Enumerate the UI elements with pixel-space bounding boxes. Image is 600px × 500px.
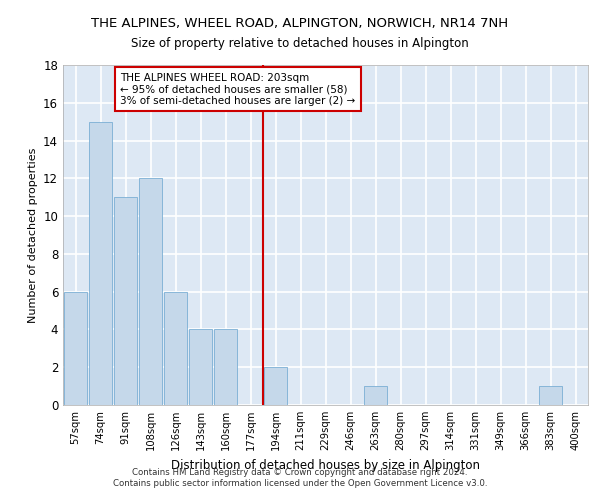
Bar xyxy=(364,386,387,405)
Text: Size of property relative to detached houses in Alpington: Size of property relative to detached ho… xyxy=(131,38,469,51)
Text: Contains HM Land Registry data © Crown copyright and database right 2024.
Contai: Contains HM Land Registry data © Crown c… xyxy=(113,468,487,487)
X-axis label: Distribution of detached houses by size in Alpington: Distribution of detached houses by size … xyxy=(171,458,480,471)
Bar xyxy=(114,197,137,405)
Bar xyxy=(64,292,87,405)
Text: THE ALPINES WHEEL ROAD: 203sqm
← 95% of detached houses are smaller (58)
3% of s: THE ALPINES WHEEL ROAD: 203sqm ← 95% of … xyxy=(121,72,356,106)
Bar xyxy=(139,178,162,405)
Y-axis label: Number of detached properties: Number of detached properties xyxy=(28,148,38,322)
Bar xyxy=(214,330,237,405)
Bar xyxy=(189,330,212,405)
Bar xyxy=(164,292,187,405)
Bar xyxy=(539,386,562,405)
Text: THE ALPINES, WHEEL ROAD, ALPINGTON, NORWICH, NR14 7NH: THE ALPINES, WHEEL ROAD, ALPINGTON, NORW… xyxy=(91,18,509,30)
Bar xyxy=(89,122,112,405)
Bar xyxy=(264,367,287,405)
